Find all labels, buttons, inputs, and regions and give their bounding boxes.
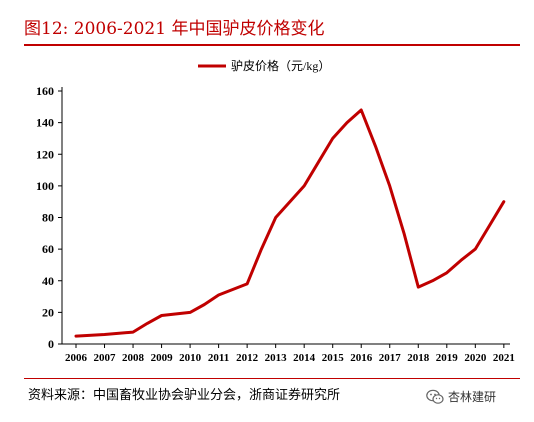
y-tick-label: 120 bbox=[36, 147, 54, 161]
y-tick-label: 100 bbox=[36, 179, 54, 193]
x-tick-label: 2012 bbox=[236, 352, 259, 364]
x-tick-label: 2021 bbox=[493, 352, 515, 364]
y-tick-label: 20 bbox=[42, 305, 54, 319]
x-tick-label: 2011 bbox=[208, 352, 229, 364]
x-tick-label: 2014 bbox=[293, 352, 316, 364]
y-tick-label: 60 bbox=[42, 242, 54, 256]
y-tick-label: 0 bbox=[48, 337, 54, 351]
watermark-text: 杏林建研 bbox=[448, 390, 497, 404]
source-note: 资料来源：中国畜牧业协会驴业分会，浙商证券研究所 bbox=[28, 388, 341, 403]
wechat-icon bbox=[426, 389, 444, 404]
title-divider bbox=[24, 44, 520, 46]
x-tick-label: 2020 bbox=[464, 352, 487, 364]
x-tick-label: 2009 bbox=[151, 352, 174, 364]
x-tick-label: 2016 bbox=[350, 352, 373, 364]
x-tick-label: 2008 bbox=[122, 352, 145, 364]
x-tick-label: 2018 bbox=[407, 352, 430, 364]
chart-legend: 驴皮价格（元/kg） bbox=[198, 58, 330, 73]
series-line bbox=[74, 108, 506, 338]
watermark: 杏林建研 bbox=[426, 388, 496, 405]
x-tick-label: 2017 bbox=[379, 352, 402, 364]
x-tick-label: 2010 bbox=[179, 352, 202, 364]
x-tick-label: 2015 bbox=[322, 352, 345, 364]
y-tick-label: 80 bbox=[42, 211, 54, 225]
y-tick-label: 140 bbox=[36, 116, 54, 130]
legend-label: 驴皮价格（元/kg） bbox=[231, 58, 330, 73]
source-divider bbox=[24, 378, 520, 379]
y-tick-label: 40 bbox=[42, 274, 54, 288]
y-tick-label: 160 bbox=[36, 84, 54, 98]
x-tick-label: 2019 bbox=[436, 352, 459, 364]
x-tick-label: 2007 bbox=[94, 352, 117, 364]
line-chart: 驴皮价格（元/kg） 0 20 40 60 80 100 120 140 160 2006 2007… bbox=[36, 58, 515, 364]
x-tick-label: 2006 bbox=[65, 352, 88, 364]
axes: 0 20 40 60 80 100 120 140 160 2006 2007 2008 2009 201… bbox=[36, 84, 515, 364]
x-tick-label: 2013 bbox=[265, 352, 288, 364]
plot-area bbox=[74, 108, 506, 338]
figure-title: 图12: 2006-2021 年中国驴皮价格变化 bbox=[24, 19, 325, 39]
